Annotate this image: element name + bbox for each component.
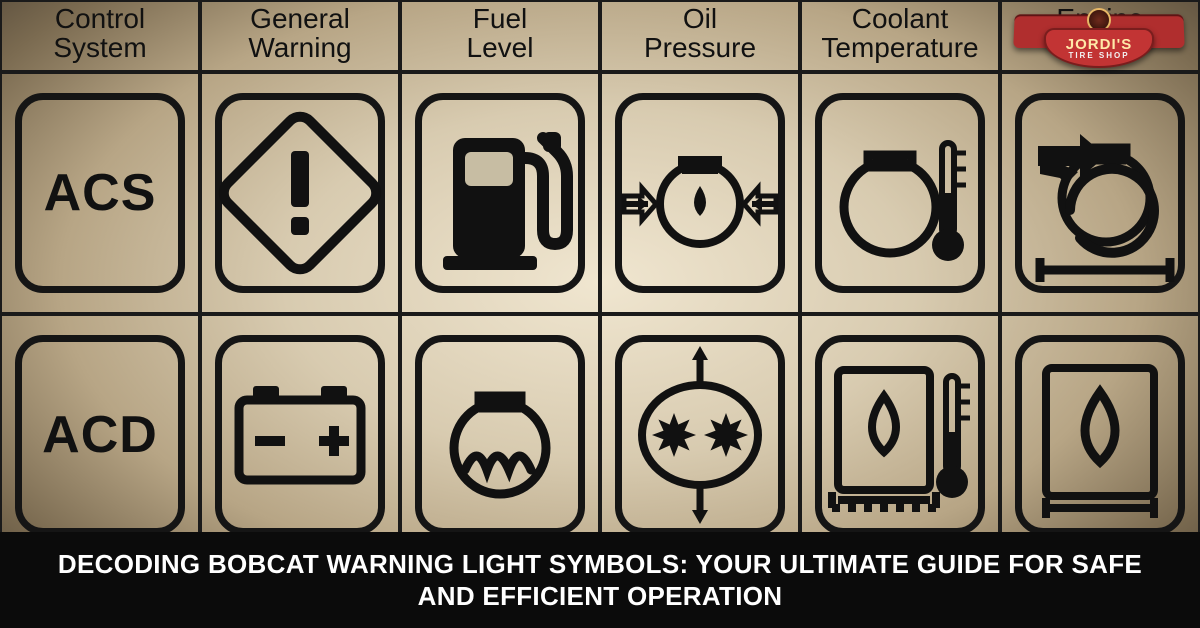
badge-subtitle: TIRE SHOP bbox=[1068, 51, 1129, 60]
card-battery bbox=[215, 335, 385, 535]
card-general-warning bbox=[215, 93, 385, 293]
card-acd: ACD bbox=[15, 335, 185, 535]
card-hydraulic-level bbox=[1015, 335, 1185, 535]
badge-shield: JORDI'S TIRE SHOP bbox=[1044, 28, 1154, 68]
header-control-system: ControlSystem bbox=[0, 0, 200, 72]
header-label: CoolantTemperature bbox=[821, 4, 978, 63]
cell-glow-plug bbox=[400, 314, 600, 556]
cell-fuel-pump bbox=[400, 72, 600, 314]
cell-oil-pressure bbox=[600, 72, 800, 314]
header-fuel-level: FuelLevel bbox=[400, 0, 600, 72]
cell-general-warning bbox=[200, 72, 400, 314]
card-hydrostatic bbox=[615, 335, 785, 535]
cell-hydraulic-oil-temp bbox=[800, 314, 1000, 556]
card-oil-pressure bbox=[615, 93, 785, 293]
header-label: FuelLevel bbox=[467, 4, 534, 63]
card-hydraulic-oil-temp bbox=[815, 335, 985, 535]
acs-text-icon: ACS bbox=[44, 163, 157, 223]
stage: ControlSystem GeneralWarning FuelLevel O… bbox=[0, 0, 1200, 628]
jordis-badge: JORDI'S TIRE SHOP bbox=[1014, 6, 1184, 70]
card-glow-plug bbox=[415, 335, 585, 535]
cell-battery bbox=[200, 314, 400, 556]
cell-acs: ACS bbox=[0, 72, 200, 314]
coolant-temp-icon bbox=[820, 103, 980, 283]
header-label: ControlSystem bbox=[53, 4, 146, 63]
header-oil-pressure: OilPressure bbox=[600, 0, 800, 72]
card-acs: ACS bbox=[15, 93, 185, 293]
card-engine-speed bbox=[1015, 93, 1185, 293]
oil-pressure-icon bbox=[620, 108, 780, 278]
card-fuel-pump bbox=[415, 93, 585, 293]
cell-hydraulic-level bbox=[1000, 314, 1200, 556]
caption-text: DECODING BOBCAT WARNING LIGHT SYMBOLS: Y… bbox=[40, 548, 1160, 613]
hydraulic-level-icon bbox=[1020, 340, 1180, 530]
header-general-warning: GeneralWarning bbox=[200, 0, 400, 72]
acd-text-icon: ACD bbox=[42, 405, 158, 465]
battery-icon bbox=[225, 360, 375, 510]
glow-plug-icon bbox=[425, 350, 575, 520]
header-coolant-temperature: CoolantTemperature bbox=[800, 0, 1000, 72]
cell-hydrostatic bbox=[600, 314, 800, 556]
hydrostatic-icon bbox=[620, 340, 780, 530]
fuel-pump-icon bbox=[425, 108, 575, 278]
cell-engine-speed bbox=[1000, 72, 1200, 314]
caption-band: DECODING BOBCAT WARNING LIGHT SYMBOLS: Y… bbox=[0, 532, 1200, 628]
general-warning-icon bbox=[225, 108, 375, 278]
header-label: GeneralWarning bbox=[248, 4, 351, 63]
hydraulic-oil-temp-icon bbox=[820, 340, 980, 530]
card-coolant-temp bbox=[815, 93, 985, 293]
cell-acd: ACD bbox=[0, 314, 200, 556]
engine-speed-icon bbox=[1020, 98, 1180, 288]
cell-coolant-temp bbox=[800, 72, 1000, 314]
header-label: OilPressure bbox=[644, 4, 756, 63]
